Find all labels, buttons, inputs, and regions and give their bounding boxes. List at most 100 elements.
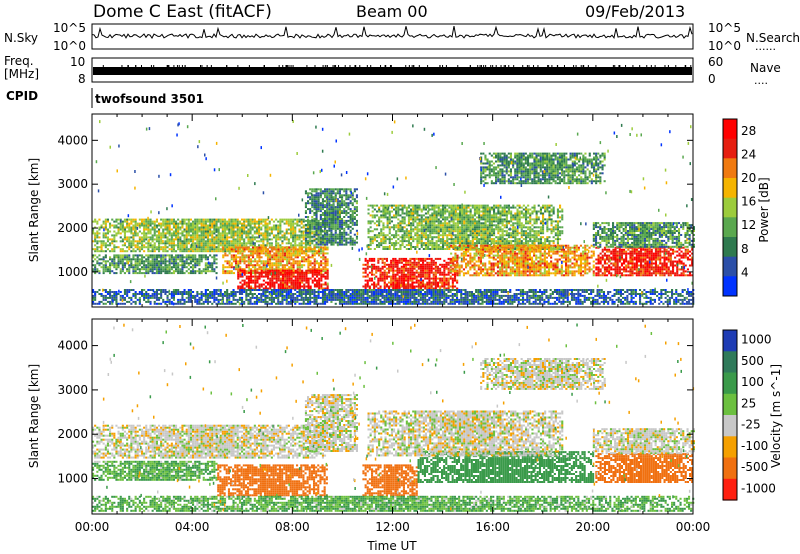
heatmap-cell: [355, 200, 358, 203]
heatmap-cell: [319, 214, 322, 216]
heatmap-cell: [183, 242, 186, 245]
heatmap-cell: [422, 279, 425, 282]
heatmap-cell: [104, 264, 107, 267]
heatmap-cell: [166, 246, 169, 249]
heatmap-cell: [398, 271, 401, 274]
heatmap-cell: [371, 206, 374, 209]
heatmap-cell: [206, 220, 209, 223]
heatmap-cell: [192, 256, 195, 259]
heatmap-cell: [461, 236, 464, 239]
heatmap-cell: [247, 266, 250, 269]
heatmap-cell: [160, 242, 163, 245]
heatmap-cell: [452, 204, 455, 207]
heatmap-cell: [326, 206, 329, 209]
beam-label: Beam 00: [356, 2, 428, 21]
heatmap-cell: [456, 281, 459, 284]
heatmap-cell: [254, 277, 257, 280]
heatmap-cell: [402, 269, 405, 272]
heatmap-cell: [400, 281, 403, 284]
heatmap-cell: [224, 248, 227, 251]
heatmap-cell: [434, 271, 437, 274]
heatmap-cell: [281, 256, 284, 259]
heatmap-cell: [463, 204, 466, 207]
heatmap-cell: [317, 210, 320, 213]
heatmap-cell: [266, 264, 269, 267]
heatmap-cell: [204, 264, 207, 267]
heatmap-cell: [431, 236, 434, 239]
heatmap-cell: [399, 248, 402, 250]
heatmap-cell: [219, 240, 222, 243]
heatmap-cell: [213, 232, 216, 235]
heatmap-cell: [410, 248, 413, 250]
heatmap-cell: [249, 230, 252, 233]
heatmap-cell: [313, 227, 316, 230]
heatmap-cell: [111, 224, 114, 227]
heatmap-cell: [164, 232, 167, 235]
heatmap-cell: [200, 270, 203, 273]
heatmap-cell: [467, 228, 470, 231]
heatmap-cell: [266, 260, 269, 263]
heatmap-cell: [256, 277, 259, 280]
heatmap-cell: [175, 230, 178, 233]
heatmap-cell: [232, 228, 235, 231]
heatmap-cell: [315, 241, 318, 244]
heatmap-cell: [253, 226, 256, 229]
heatmap-cell: [454, 224, 457, 227]
heatmap-cell: [251, 244, 254, 247]
heatmap-cell: [471, 220, 474, 223]
heatmap-cell: [373, 234, 376, 237]
heatmap-cell: [166, 268, 169, 271]
heatmap-cell: [309, 192, 312, 195]
heatmap-cell: [292, 273, 295, 276]
heatmap-cell: [397, 212, 400, 215]
heatmap-cell: [269, 252, 272, 255]
heatmap-cell: [239, 273, 242, 276]
heatmap-cell: [311, 242, 314, 245]
heatmap-cell: [444, 224, 447, 227]
heatmap-cell: [444, 210, 447, 213]
heatmap-cell: [299, 275, 302, 278]
heatmap-cell: [304, 210, 307, 213]
heatmap-cell: [147, 250, 150, 253]
heatmap-cell: [364, 283, 367, 286]
heatmap-cell: [313, 277, 316, 280]
heatmap-cell: [309, 225, 312, 228]
heatmap-cell: [380, 228, 383, 231]
heatmap-cell: [473, 214, 476, 217]
heatmap-cell: [463, 240, 466, 243]
heatmap-cell: [315, 196, 318, 199]
heatmap-cell: [262, 250, 265, 253]
heatmap-cell: [431, 248, 434, 250]
heatmap-cell: [151, 256, 154, 259]
heatmap-cell: [410, 236, 413, 239]
heatmap-cell: [275, 279, 278, 282]
heatmap-cell: [371, 210, 374, 213]
heatmap-cell: [380, 232, 383, 235]
heatmap-cell: [393, 214, 396, 217]
heatmap-cell: [128, 240, 131, 243]
heatmap-cell: [288, 250, 291, 253]
heatmap-cell: [258, 271, 261, 274]
heatmap-cell: [435, 220, 438, 223]
heatmap-cell: [390, 263, 393, 266]
heatmap-cell: [309, 188, 312, 191]
heatmap-cell: [235, 254, 238, 257]
heatmap-cell: [243, 273, 246, 276]
heatmap-cell: [380, 238, 383, 241]
heatmap-cell: [141, 242, 144, 245]
heatmap-cell: [484, 234, 487, 237]
heatmap-cell: [431, 232, 434, 235]
heatmap-cell: [100, 240, 103, 243]
heatmap-cell: [465, 238, 468, 241]
heatmap-cell: [347, 225, 350, 228]
heatmap-cell: [96, 250, 99, 253]
heatmap-cell: [377, 283, 380, 286]
heatmap-cell: [473, 220, 476, 223]
heatmap-cell: [149, 236, 152, 239]
heatmap-cell: [292, 254, 295, 257]
heatmap-cell: [249, 240, 252, 243]
heatmap-cell: [111, 238, 114, 241]
heatmap-cell: [446, 236, 449, 239]
heatmap-cell: [128, 226, 131, 229]
heatmap-cell: [194, 270, 197, 273]
